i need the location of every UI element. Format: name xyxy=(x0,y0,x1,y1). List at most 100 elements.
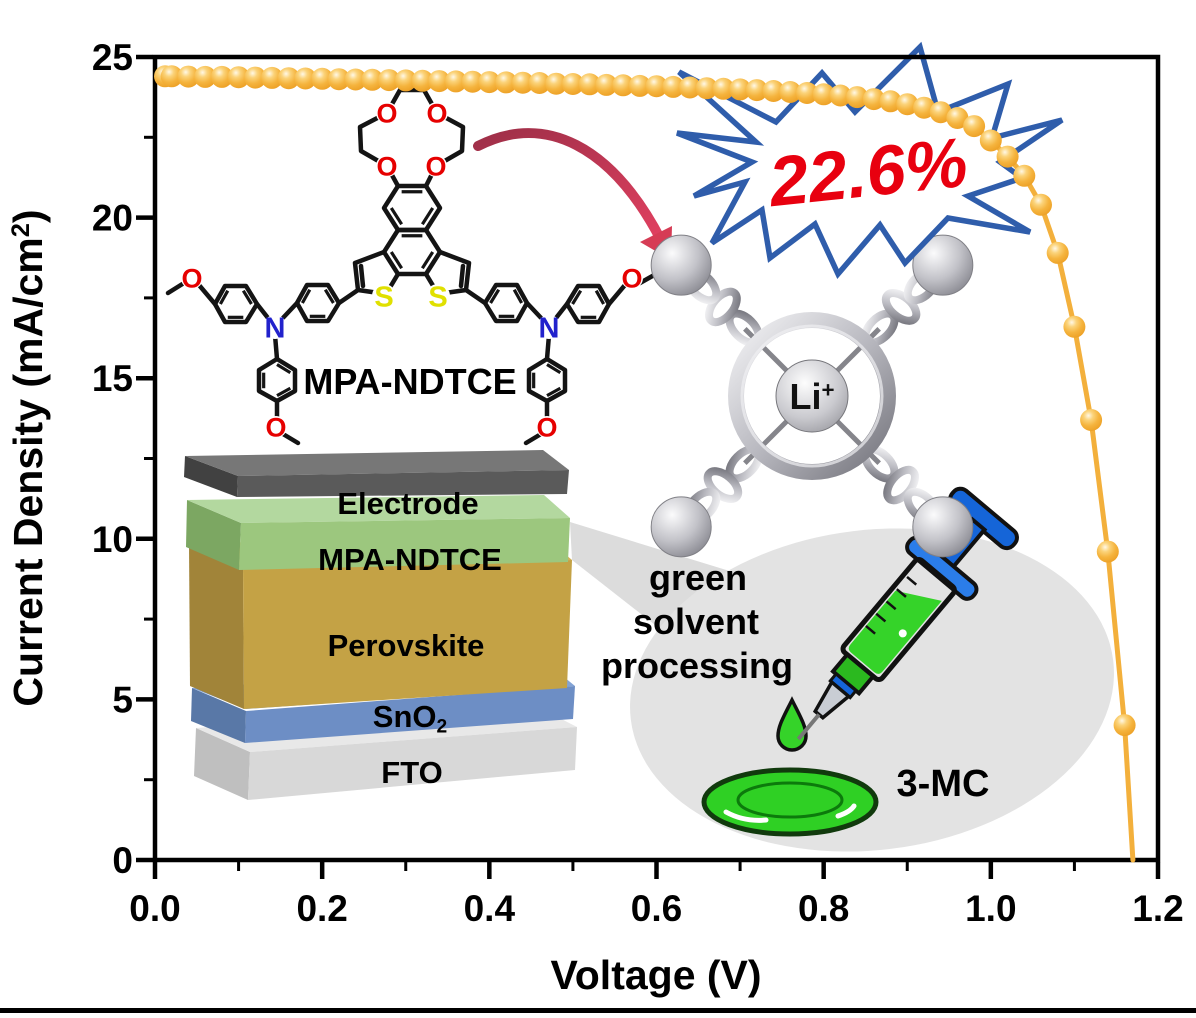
atom-halo xyxy=(376,102,398,124)
axis-ticks xyxy=(136,54,1161,879)
x-tick-label: 0.4 xyxy=(464,888,516,929)
chain-end-sphere xyxy=(912,234,974,296)
aromatic-bond xyxy=(512,288,524,304)
data-point-sphere xyxy=(595,73,618,96)
chain-link xyxy=(705,287,741,327)
aromatic-bond xyxy=(276,386,292,398)
solvent-puddle xyxy=(701,767,879,837)
atom-halo xyxy=(426,284,450,308)
layer-front-face xyxy=(245,686,575,743)
aromatic-bond xyxy=(389,207,403,226)
arrow-shaft xyxy=(473,128,666,245)
layer-top-face xyxy=(185,450,569,476)
data-point-sphere xyxy=(929,101,952,124)
aromatic-bond xyxy=(323,288,335,304)
plot-frame xyxy=(152,54,1161,863)
layer-side-face xyxy=(191,688,246,743)
y-tick-label: 15 xyxy=(92,358,133,399)
atom-O: O xyxy=(265,413,286,443)
layer-label: Perovskite xyxy=(328,628,485,663)
data-point-sphere xyxy=(1113,714,1136,737)
aromatic-bond xyxy=(546,363,562,375)
data-point-sphere xyxy=(561,73,584,95)
syringe-liquid xyxy=(848,590,942,674)
atom-O: O xyxy=(536,413,557,443)
layer-top-face xyxy=(187,495,570,523)
atom-halo xyxy=(181,267,203,289)
data-point-sphere xyxy=(862,88,885,111)
data-point-sphere xyxy=(160,65,183,88)
atom-halo xyxy=(537,315,561,339)
x-tick-label: 0.8 xyxy=(798,888,849,929)
data-point-sphere xyxy=(695,77,718,100)
aromatic-bond xyxy=(546,386,562,398)
atom-halo xyxy=(265,416,287,438)
crown-ring-highlight xyxy=(740,324,884,468)
data-point-sphere xyxy=(444,70,467,93)
data-point-sphere xyxy=(528,72,551,94)
chain-end-sphere xyxy=(650,234,712,296)
atom-halo xyxy=(425,155,447,177)
benzene-ring xyxy=(294,282,342,324)
x-tick-label: 0.0 xyxy=(129,888,180,929)
aromatic-bond xyxy=(421,251,435,270)
data-point-sphere xyxy=(745,79,768,102)
data-point-sphere xyxy=(612,74,635,97)
atom-O: O xyxy=(376,99,397,129)
data-point-sphere xyxy=(829,84,852,107)
data-point-sphere xyxy=(913,96,935,119)
lithium-ion-graphic: Li+​ xyxy=(650,234,974,558)
data-point-sphere xyxy=(1030,193,1052,216)
chain-link xyxy=(703,467,743,503)
aromatic-bond xyxy=(594,289,606,305)
layer-side-face xyxy=(184,456,238,497)
data-point-sphere xyxy=(244,66,267,89)
starburst-outline xyxy=(676,41,1064,280)
data-point-sphere xyxy=(1013,164,1036,187)
layer-side-face xyxy=(194,728,250,800)
data-point-sphere xyxy=(896,93,919,116)
layer-label: FTO xyxy=(381,755,442,790)
chain-end-sphere xyxy=(650,496,712,558)
syringe-needle xyxy=(796,713,821,741)
data-point-sphere xyxy=(1063,315,1086,338)
y-tick-label: 25 xyxy=(92,37,133,78)
puddle-inner-ring xyxy=(736,781,844,819)
chain-spoke xyxy=(743,327,793,377)
puddle-glint xyxy=(723,803,857,823)
atom-O: O xyxy=(181,264,202,294)
data-point-sphere xyxy=(678,76,701,99)
solvent-name-label: 3-MC xyxy=(897,763,990,805)
syringe-illustration xyxy=(701,486,1019,837)
lithium-ion-label: Li+​ xyxy=(789,376,834,417)
data-point-sphere xyxy=(495,71,518,94)
data-point-sphere xyxy=(812,83,835,106)
atom-O: O xyxy=(621,264,642,294)
y-tick-label: 0 xyxy=(112,840,133,881)
benzene-ring xyxy=(564,283,612,325)
device-stack: Electrode MPA-NDTCE Perovskite SnO2​ FTO xyxy=(184,450,577,800)
layer-front-face xyxy=(237,470,569,497)
stack-layer-0 xyxy=(184,450,569,497)
x-tick-label: 0.2 xyxy=(296,888,347,929)
atom-halo xyxy=(263,315,287,339)
data-point-sphere xyxy=(411,69,434,92)
x-axis-title: Voltage (V) xyxy=(550,952,761,998)
syringe-hub xyxy=(812,679,852,721)
aromatic-bond xyxy=(571,289,583,305)
plot-axes: 0.0 0.2 0.4 0.6 0.8 1.0 1.2 0 5 10 15 20 25 Voltage … xyxy=(5,37,1184,998)
data-point-sphere xyxy=(511,71,534,94)
chain-spoke xyxy=(831,415,881,465)
data-point-sphere xyxy=(996,145,1019,168)
bottom-border-line xyxy=(0,1008,1196,1013)
callout-line-1: green xyxy=(649,557,747,598)
crown-to-ion-arrow xyxy=(473,128,672,260)
atom-S: S xyxy=(374,281,393,313)
benzene-ring xyxy=(482,282,530,324)
data-point-sphere xyxy=(361,68,384,91)
solvent-blob xyxy=(630,528,1114,852)
data-point-sphere xyxy=(796,82,818,104)
data-point-sphere xyxy=(194,65,217,88)
